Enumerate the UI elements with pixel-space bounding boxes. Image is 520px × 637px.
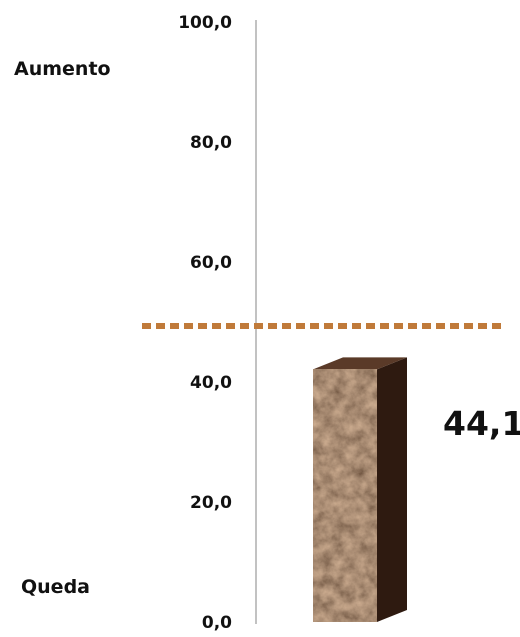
y-tick-label: 40,0 bbox=[190, 373, 232, 393]
y-tick-label: 20,0 bbox=[190, 493, 232, 513]
bar bbox=[313, 369, 377, 622]
bar-side bbox=[377, 357, 407, 622]
y-tick-label: 100,0 bbox=[178, 13, 232, 33]
lower-label: Queda bbox=[21, 576, 90, 598]
bar-top bbox=[313, 357, 407, 370]
data-label: 44,1 bbox=[443, 404, 520, 443]
y-tick-label: 80,0 bbox=[190, 133, 232, 153]
y-tick-label: 60,0 bbox=[190, 253, 232, 273]
upper-label: Aumento bbox=[14, 58, 111, 80]
y-tick-label: 0,0 bbox=[202, 613, 232, 633]
